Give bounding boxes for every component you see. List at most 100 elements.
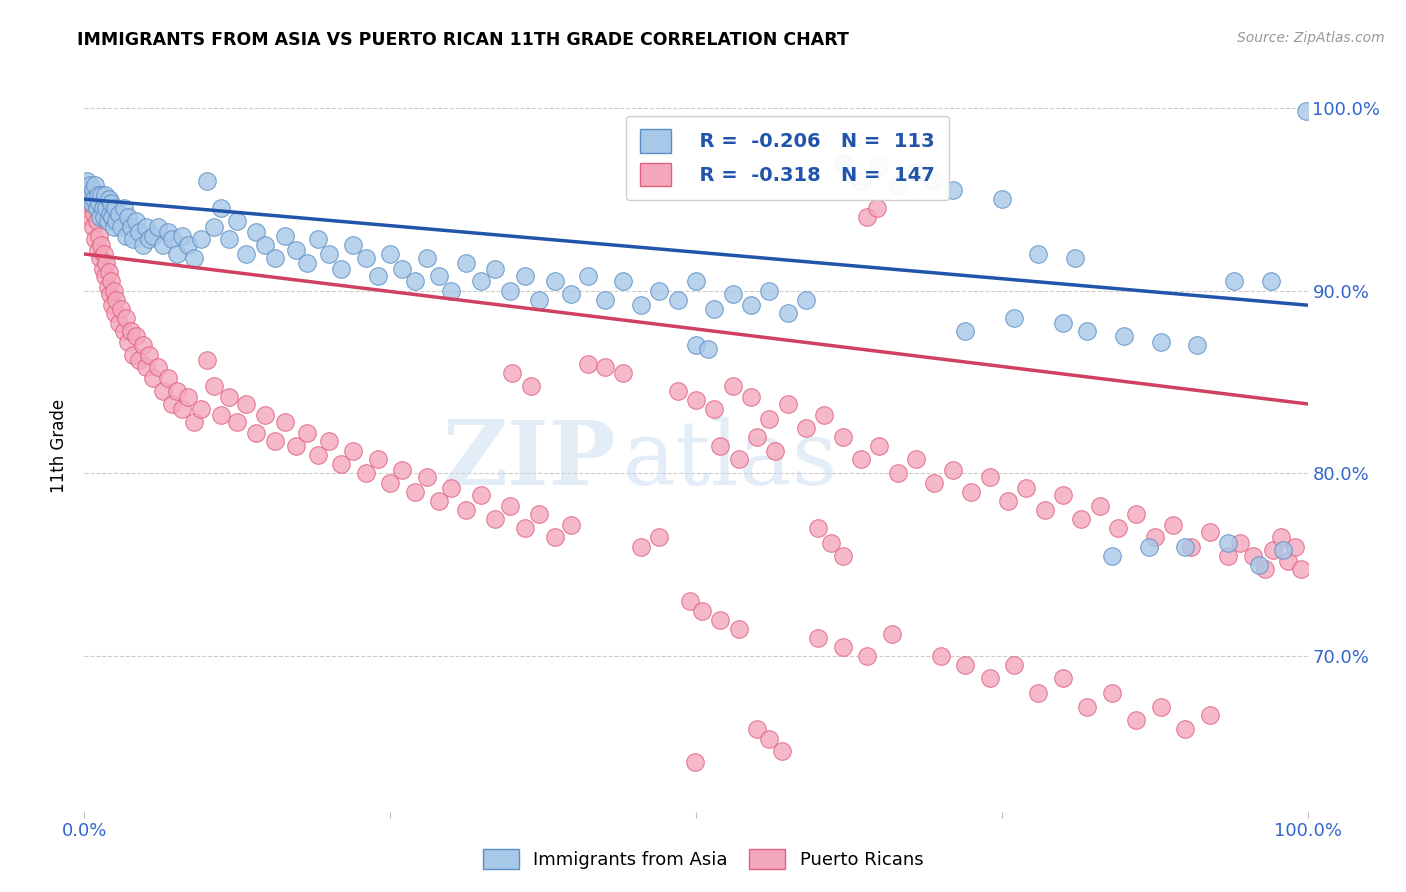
Legend:   R =  -0.206   N =  113,   R =  -0.318   N =  147: R = -0.206 N = 113, R = -0.318 N = 147: [626, 116, 949, 200]
Point: [82, 219, 104, 234]
Point: [76, 174, 98, 188]
Point: [997, 494, 1019, 508]
Point: [94, 268, 117, 283]
Point: [79, 178, 101, 192]
Point: [544, 530, 567, 544]
Point: [93, 211, 115, 225]
Point: [142, 371, 165, 385]
Point: [924, 475, 946, 490]
Point: [274, 415, 297, 429]
Point: [499, 284, 522, 298]
Point: [440, 481, 463, 495]
Point: [454, 503, 477, 517]
Point: [105, 214, 128, 228]
Point: [648, 530, 671, 544]
Point: [97, 265, 120, 279]
Point: [1161, 517, 1184, 532]
Point: [156, 371, 179, 385]
Point: [80, 195, 103, 210]
Point: [96, 202, 118, 216]
Point: [218, 390, 240, 404]
Point: [1260, 275, 1282, 289]
Point: [391, 261, 413, 276]
Point: [1198, 524, 1220, 539]
Point: [595, 293, 617, 307]
Point: [330, 261, 353, 276]
Point: [484, 261, 506, 276]
Point: [105, 293, 128, 307]
Point: [454, 256, 477, 270]
Point: [1216, 549, 1239, 563]
Point: [245, 225, 267, 239]
Point: [1052, 488, 1074, 502]
Point: [404, 484, 426, 499]
Point: [172, 402, 194, 417]
Point: [703, 402, 725, 417]
Point: [1070, 512, 1092, 526]
Point: [953, 658, 976, 673]
Point: [1180, 540, 1202, 554]
Point: [887, 178, 910, 192]
Point: [1101, 686, 1123, 700]
Text: ZIP: ZIP: [443, 417, 616, 504]
Point: [166, 247, 188, 261]
Point: [758, 284, 780, 298]
Point: [318, 434, 340, 448]
Point: [235, 397, 257, 411]
Point: [226, 415, 249, 429]
Point: [856, 649, 879, 664]
Point: [905, 164, 928, 178]
Point: [513, 268, 536, 283]
Point: [195, 174, 218, 188]
Point: [1295, 104, 1317, 119]
Point: [1033, 503, 1056, 517]
Point: [120, 219, 142, 234]
Point: [513, 521, 536, 535]
Point: [98, 207, 121, 221]
Point: [87, 195, 110, 210]
Point: [612, 275, 634, 289]
Point: [807, 521, 830, 535]
Point: [685, 275, 707, 289]
Point: [202, 378, 225, 392]
Point: [942, 183, 965, 197]
Point: [1198, 707, 1220, 722]
Point: [125, 329, 148, 343]
Point: [330, 458, 353, 472]
Point: [831, 155, 853, 169]
Point: [499, 500, 522, 514]
Point: [758, 731, 780, 746]
Point: [831, 549, 853, 563]
Point: [942, 463, 965, 477]
Point: [427, 268, 450, 283]
Point: [146, 360, 169, 375]
Point: [146, 219, 169, 234]
Point: [87, 228, 110, 243]
Point: [391, 463, 413, 477]
Point: [721, 287, 744, 301]
Text: atlas: atlas: [623, 417, 838, 504]
Legend: Immigrants from Asia, Puerto Ricans: Immigrants from Asia, Puerto Ricans: [474, 839, 932, 879]
Point: [747, 723, 769, 737]
Point: [1076, 700, 1098, 714]
Point: [97, 214, 120, 228]
Point: [595, 360, 617, 375]
Point: [721, 378, 744, 392]
Point: [1101, 549, 1123, 563]
Point: [166, 384, 188, 399]
Point: [1150, 334, 1173, 349]
Point: [1143, 530, 1166, 544]
Point: [1174, 540, 1197, 554]
Point: [104, 305, 127, 319]
Point: [195, 353, 218, 368]
Point: [190, 232, 212, 246]
Point: [87, 244, 110, 258]
Point: [295, 256, 318, 270]
Point: [747, 430, 769, 444]
Point: [84, 232, 107, 246]
Point: [209, 408, 232, 422]
Point: [1263, 543, 1285, 558]
Point: [86, 214, 108, 228]
Point: [1125, 714, 1147, 728]
Point: [765, 444, 787, 458]
